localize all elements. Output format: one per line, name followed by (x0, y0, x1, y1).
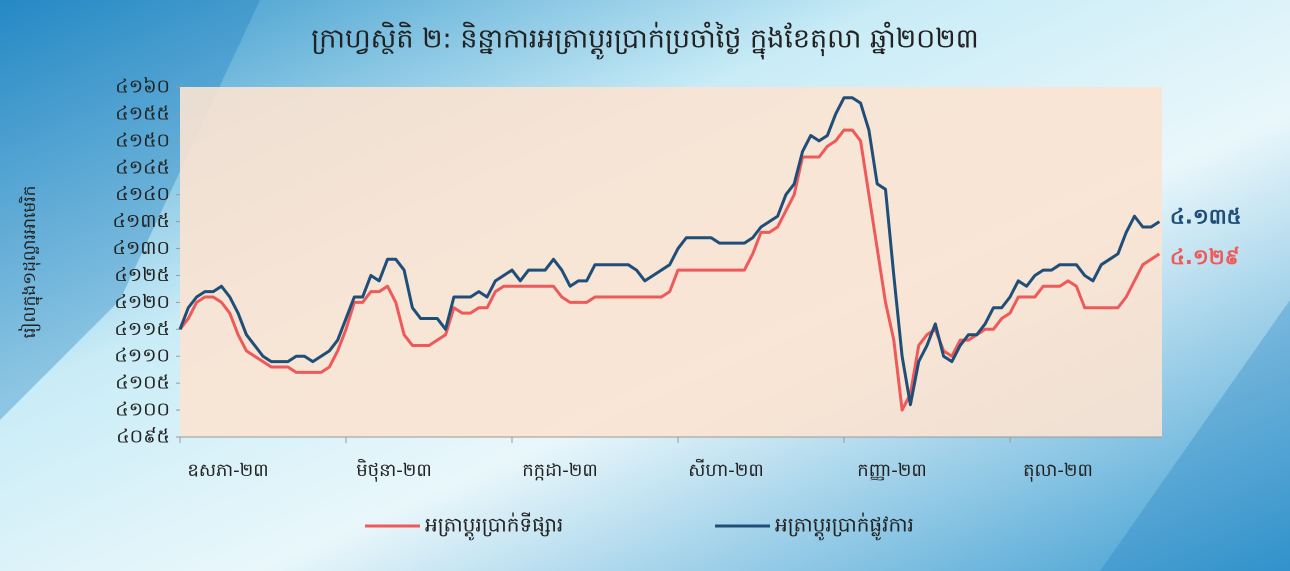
end-label: ៤.១៣៥ (1170, 205, 1242, 229)
y-tick-label: ៤១៦០ (115, 76, 170, 98)
x-tick-label: តុលា-២៣ (1023, 460, 1093, 482)
y-tick-label: ៤១១០ (114, 345, 170, 367)
y-tick-label: ៤១៤៥ (115, 156, 170, 178)
series-line (178, 128, 1161, 412)
x-tick-label: មិថុនា-២៣ (356, 458, 432, 482)
y-tick-label: ៤១០០ (115, 399, 170, 421)
y-tick-label: ៤១៤០ (115, 183, 170, 205)
y-tick-label: ៤០៩៥ (116, 426, 170, 448)
chart-title: ក្រាហ្វស្ថិតិ ២: និន្នាការអត្រាប្តូរប្រា… (311, 22, 979, 60)
y-tick-label: ៤១២៥ (114, 264, 170, 286)
y-tick-label: ៤១១៥ (114, 318, 170, 340)
decor (1100, 300, 1290, 571)
x-tick-label: កញ្ញា-២៣ (857, 460, 926, 481)
x-tick-label: ឧសភា-២៣ (187, 460, 268, 481)
x-tick-label: កក្កដា-២៣ (522, 460, 598, 481)
end-label: ៤.១២៩ (1170, 245, 1240, 269)
y-tick-label: ៤១០៥ (115, 372, 170, 394)
y-axis-label: រៀលក្នុង១ដុល្លារអាមេរិក (18, 186, 43, 339)
series-line (178, 96, 1161, 407)
y-tick-label: ៤១២០ (114, 291, 170, 313)
legend-label: អត្រាប្តូរប្រាក់ទីផ្សារ (425, 512, 563, 541)
y-tick-label: ៤១៥០ (115, 129, 170, 151)
y-tick-label: ៤១៥៥ (115, 102, 170, 124)
y-tick-label: ៤១៣០ (112, 237, 170, 259)
x-tick-label: សីហា-២៣ (688, 458, 764, 481)
y-tick-label: ៤១៣៥ (112, 210, 170, 232)
legend-label: អត្រាប្តូរប្រាក់ផ្លូវការ (775, 512, 914, 541)
